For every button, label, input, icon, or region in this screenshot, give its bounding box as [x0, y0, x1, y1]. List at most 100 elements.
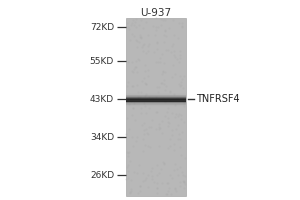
- Point: [183, 156, 188, 160]
- Point: [145, 132, 149, 135]
- Point: [156, 128, 161, 131]
- Point: [172, 92, 177, 96]
- Point: [177, 61, 182, 64]
- Bar: [126, 104, 186, 105]
- Point: [153, 110, 158, 113]
- Point: [176, 124, 180, 127]
- Point: [125, 61, 130, 64]
- Bar: [126, 93, 186, 94]
- Point: [181, 179, 186, 182]
- Point: [175, 168, 179, 171]
- Point: [136, 23, 141, 26]
- Text: 26KD: 26KD: [90, 170, 114, 180]
- Point: [170, 134, 175, 137]
- Point: [182, 180, 187, 183]
- Point: [151, 24, 156, 28]
- Point: [167, 98, 172, 101]
- Point: [145, 49, 150, 53]
- Point: [162, 100, 167, 104]
- Point: [172, 55, 177, 58]
- Point: [131, 107, 136, 110]
- Point: [166, 146, 171, 149]
- Point: [182, 180, 187, 184]
- Point: [166, 48, 171, 51]
- Point: [164, 192, 169, 195]
- Point: [149, 97, 154, 100]
- Point: [161, 70, 166, 74]
- Point: [170, 44, 175, 47]
- Point: [183, 175, 188, 178]
- Point: [147, 125, 152, 129]
- Point: [182, 75, 186, 78]
- Point: [162, 62, 167, 65]
- Point: [163, 29, 167, 33]
- Point: [157, 144, 162, 148]
- Point: [156, 171, 161, 175]
- Point: [146, 45, 151, 48]
- Point: [170, 19, 175, 22]
- Point: [162, 34, 167, 37]
- Point: [124, 84, 129, 88]
- Point: [124, 25, 129, 29]
- Text: 72KD: 72KD: [90, 22, 114, 31]
- Point: [127, 127, 131, 131]
- Point: [165, 181, 170, 184]
- Point: [134, 46, 139, 49]
- Point: [182, 121, 187, 124]
- Text: U-937: U-937: [140, 8, 172, 18]
- Point: [158, 127, 163, 130]
- Point: [135, 71, 140, 74]
- Point: [141, 172, 146, 175]
- Point: [141, 132, 146, 136]
- Point: [155, 192, 160, 195]
- Point: [165, 125, 170, 128]
- Point: [167, 121, 171, 124]
- Point: [178, 137, 183, 141]
- Point: [154, 86, 159, 89]
- Point: [133, 25, 138, 28]
- Point: [168, 50, 173, 53]
- Point: [172, 103, 177, 106]
- Bar: [126, 102, 186, 103]
- Point: [143, 127, 148, 131]
- Point: [180, 179, 185, 183]
- Bar: [126, 107, 186, 108]
- Point: [165, 120, 170, 123]
- Point: [173, 162, 178, 165]
- Point: [129, 113, 134, 116]
- Point: [157, 123, 162, 126]
- Point: [134, 18, 139, 21]
- Point: [138, 190, 142, 193]
- Point: [130, 32, 134, 35]
- Point: [166, 182, 171, 185]
- Point: [152, 51, 157, 54]
- Bar: [126, 106, 186, 107]
- Point: [178, 50, 182, 53]
- Point: [176, 173, 180, 177]
- Point: [143, 92, 148, 95]
- Point: [176, 132, 181, 135]
- Point: [160, 19, 165, 22]
- Point: [135, 58, 140, 61]
- Point: [136, 164, 141, 167]
- Point: [126, 80, 130, 84]
- Point: [146, 185, 151, 188]
- Point: [131, 84, 136, 88]
- Point: [169, 192, 174, 196]
- Point: [168, 89, 173, 93]
- Point: [137, 59, 142, 62]
- Point: [177, 113, 182, 116]
- Point: [137, 40, 142, 43]
- Point: [140, 43, 145, 46]
- Point: [182, 105, 187, 108]
- Point: [124, 178, 129, 181]
- Point: [141, 138, 146, 141]
- Point: [143, 70, 148, 73]
- Point: [132, 67, 137, 70]
- Point: [154, 16, 159, 20]
- Point: [126, 155, 131, 158]
- Point: [145, 97, 150, 100]
- Point: [165, 110, 170, 113]
- Point: [145, 133, 150, 136]
- Point: [139, 123, 144, 127]
